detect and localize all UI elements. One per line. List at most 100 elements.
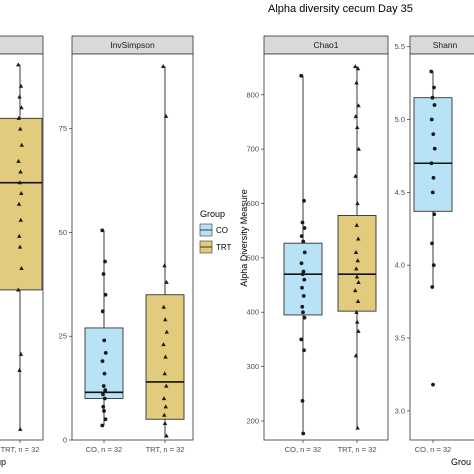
data-point (301, 431, 306, 436)
data-point (353, 288, 358, 293)
data-point (431, 263, 436, 268)
data-point (161, 64, 166, 69)
data-point (430, 241, 434, 246)
y-tick-label: 3.5 (395, 334, 405, 343)
data-point (163, 113, 169, 118)
data-point (103, 292, 108, 297)
data-point (16, 115, 21, 120)
legend-title: Group (200, 209, 225, 219)
data-point (19, 142, 24, 147)
facet-strip-label: Shann (433, 40, 458, 50)
data-point (300, 220, 305, 225)
y-tick-label: 5.0 (395, 115, 405, 124)
data-point (431, 382, 435, 387)
x-tick-label: TRT, n = 32 (1, 445, 40, 454)
data-point (355, 425, 360, 430)
data-point (161, 396, 167, 401)
data-point (356, 328, 361, 333)
y-axis-title: Alpha Diversity Measure (239, 189, 249, 287)
data-point (164, 329, 169, 334)
data-point (430, 190, 435, 195)
data-point (353, 114, 358, 119)
data-point (355, 319, 360, 324)
y-tick-label: 3.0 (395, 406, 405, 415)
data-point (163, 404, 168, 409)
y-tick-label: 75 (59, 124, 67, 133)
y-tick-label: 0 (63, 436, 67, 445)
facet-strip-label: InvSimpson (110, 40, 155, 50)
data-point (355, 66, 361, 71)
data-point (161, 342, 166, 347)
data-point (19, 105, 24, 110)
data-point (299, 73, 304, 78)
data-point (302, 277, 307, 282)
y-tick-label: 25 (59, 332, 67, 341)
data-point (431, 132, 436, 137)
box-trt (145, 64, 185, 438)
legend: Group CO TRT (199, 209, 232, 254)
data-point (429, 69, 434, 74)
data-point (302, 315, 307, 320)
data-point (17, 94, 22, 99)
y-tick-label: 5.5 (395, 42, 405, 51)
data-point (432, 85, 436, 90)
data-point (354, 274, 360, 279)
data-point (101, 404, 106, 409)
data-point (162, 412, 167, 417)
data-point (355, 201, 360, 206)
box-trt (0, 62, 43, 431)
data-point (301, 310, 305, 315)
data-point (429, 117, 434, 122)
data-point (162, 263, 167, 268)
data-point (103, 259, 107, 264)
box-co (413, 69, 453, 387)
data-point (300, 272, 305, 277)
facet-strip (0, 35, 44, 55)
data-point (102, 371, 107, 376)
data-point (19, 266, 24, 271)
data-point (163, 317, 168, 322)
data-point (354, 309, 359, 314)
data-point (430, 285, 435, 289)
data-point (16, 158, 21, 163)
data-point (302, 198, 306, 203)
y-tick-label: 700 (246, 145, 259, 154)
data-point (299, 261, 304, 266)
x-axis-title-left: Group (0, 457, 6, 467)
data-point (301, 239, 306, 244)
data-point (18, 217, 23, 222)
data-point (16, 62, 21, 67)
chart-title: Alpha diversity cecum Day 35 (268, 3, 413, 15)
data-point (353, 173, 358, 178)
data-point (301, 294, 306, 298)
x-tick-label: CO, n = 32 (285, 445, 321, 454)
panel-chao1: Chao1 200 300 400 500 600 700 800 CO, n = 32 TRT,… (246, 35, 389, 454)
data-point (16, 201, 22, 206)
y-tick-label: 4.0 (395, 261, 405, 270)
data-point (429, 161, 434, 166)
data-point (353, 353, 359, 358)
data-point (164, 433, 169, 438)
box-iqr (337, 215, 377, 312)
data-point (432, 212, 437, 217)
y-tick-label: 200 (246, 416, 259, 425)
data-point (302, 348, 306, 353)
data-point (354, 80, 359, 85)
data-point (431, 175, 436, 180)
data-point (16, 287, 21, 292)
data-point (17, 233, 22, 238)
data-point (102, 396, 107, 401)
data-point (356, 236, 361, 241)
data-point (302, 226, 307, 230)
data-point (100, 228, 105, 233)
data-point (354, 222, 359, 227)
data-point (300, 285, 304, 290)
data-point (432, 146, 437, 151)
y-tick-label: 600 (246, 199, 259, 208)
data-point (353, 64, 358, 69)
data-point (302, 250, 307, 255)
y-tick-label: 500 (246, 253, 259, 262)
box-trt (337, 64, 377, 430)
data-point (356, 103, 361, 108)
